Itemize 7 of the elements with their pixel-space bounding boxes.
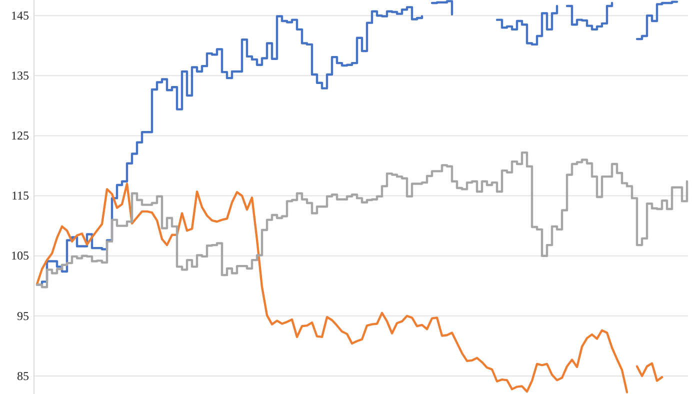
y-tick-label: 125 bbox=[11, 128, 29, 143]
y-tick-label: 105 bbox=[11, 248, 29, 263]
y-tick-label: 95 bbox=[17, 308, 29, 323]
y-tick-label: 145 bbox=[11, 8, 29, 22]
y-tick-label: 85 bbox=[17, 368, 29, 383]
y-tick-label: 135 bbox=[11, 68, 29, 83]
y-tick-label: 115 bbox=[11, 188, 29, 203]
